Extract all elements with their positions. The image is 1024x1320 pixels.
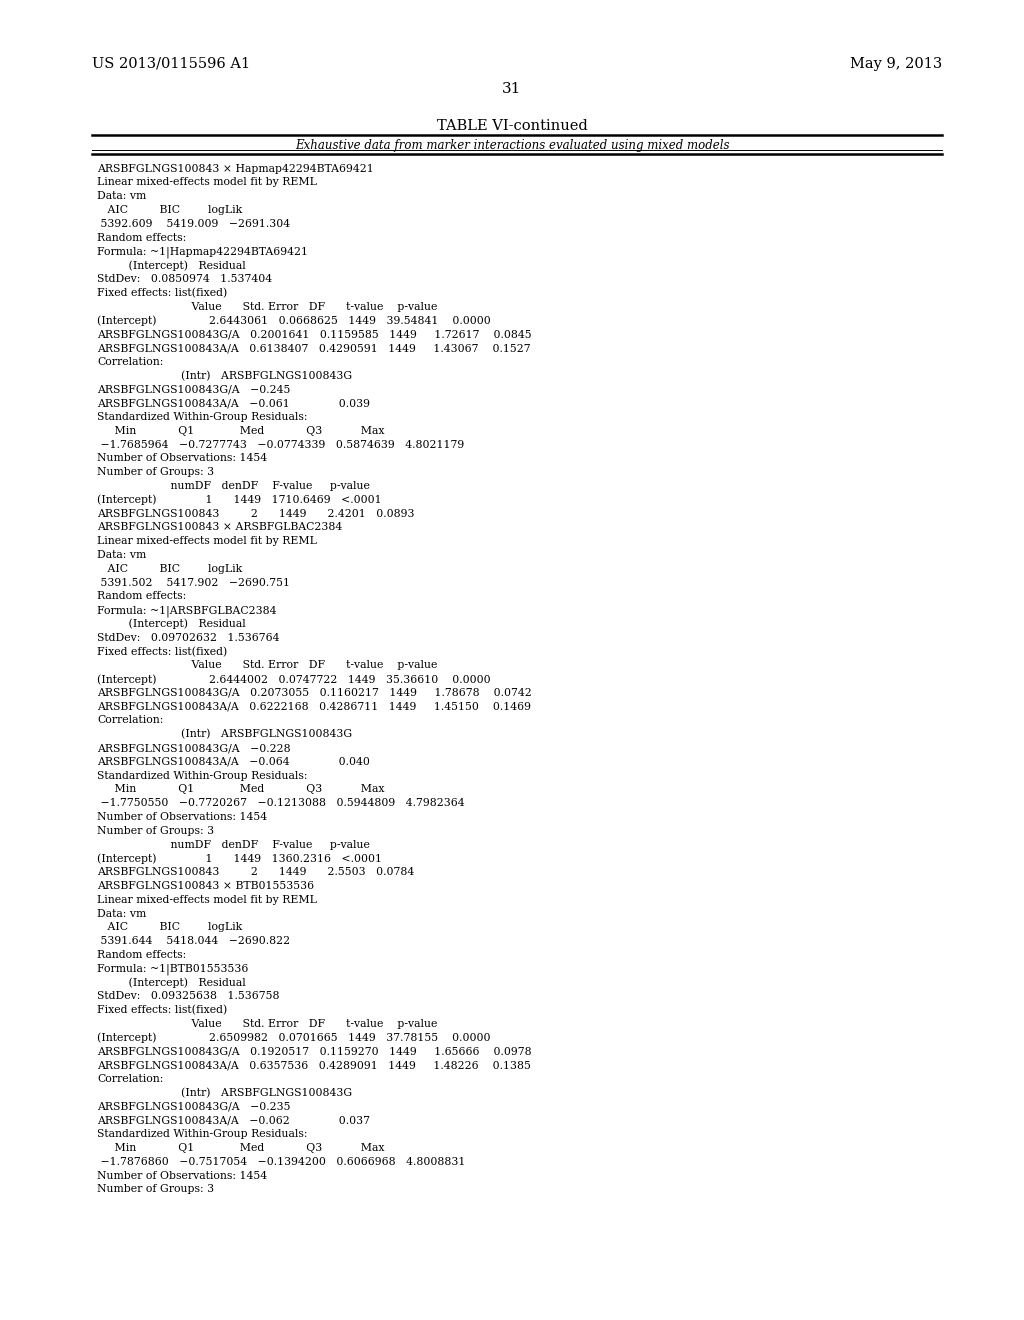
Text: 5391.644    5418.044   −2690.822: 5391.644 5418.044 −2690.822 [97, 936, 291, 946]
Text: ARSBFGLNGS100843A/A   −0.061              0.039: ARSBFGLNGS100843A/A −0.061 0.039 [97, 399, 371, 408]
Text: Min            Q1             Med            Q3           Max: Min Q1 Med Q3 Max [97, 784, 385, 795]
Text: Value      Std. Error   DF      t-value    p-value: Value Std. Error DF t-value p-value [97, 660, 437, 671]
Text: Correlation:: Correlation: [97, 356, 164, 367]
Text: ARSBFGLNGS100843         2      1449      2.5503   0.0784: ARSBFGLNGS100843 2 1449 2.5503 0.0784 [97, 867, 415, 878]
Text: ARSBFGLNGS100843 × BTB01553536: ARSBFGLNGS100843 × BTB01553536 [97, 880, 314, 891]
Text: ARSBFGLNGS100843A/A   −0.064              0.040: ARSBFGLNGS100843A/A −0.064 0.040 [97, 756, 370, 767]
Text: −1.7876860   −0.7517054   −0.1394200   0.6066968   4.8008831: −1.7876860 −0.7517054 −0.1394200 0.60669… [97, 1156, 466, 1167]
Text: ARSBFGLNGS100843G/A   0.2073055   0.1160217   1449     1.78678    0.0742: ARSBFGLNGS100843G/A 0.2073055 0.1160217 … [97, 688, 532, 698]
Text: −1.7750550   −0.7720267   −0.1213088   0.5944809   4.7982364: −1.7750550 −0.7720267 −0.1213088 0.59448… [97, 799, 465, 808]
Text: Linear mixed-effects model fit by REML: Linear mixed-effects model fit by REML [97, 895, 317, 904]
Text: Data: vm: Data: vm [97, 908, 146, 919]
Text: StdDev:   0.09325638   1.536758: StdDev: 0.09325638 1.536758 [97, 991, 280, 1002]
Text: Random effects:: Random effects: [97, 591, 186, 602]
Text: Correlation:: Correlation: [97, 715, 164, 726]
Text: Formula: ~1|Hapmap42294BTA69421: Formula: ~1|Hapmap42294BTA69421 [97, 247, 308, 257]
Text: numDF   denDF    F-value     p-value: numDF denDF F-value p-value [97, 840, 370, 850]
Text: ARSBFGLNGS100843A/A   0.6138407   0.4290591   1449     1.43067    0.1527: ARSBFGLNGS100843A/A 0.6138407 0.4290591 … [97, 343, 530, 352]
Text: (Intercept)               2.6443061   0.0668625   1449   39.54841    0.0000: (Intercept) 2.6443061 0.0668625 1449 39.… [97, 315, 492, 326]
Text: (Intercept)   Residual: (Intercept) Residual [97, 619, 246, 630]
Text: Number of Observations: 1454: Number of Observations: 1454 [97, 453, 267, 463]
Text: Value      Std. Error   DF      t-value    p-value: Value Std. Error DF t-value p-value [97, 1019, 437, 1028]
Text: Min            Q1             Med            Q3           Max: Min Q1 Med Q3 Max [97, 426, 385, 436]
Text: Min            Q1             Med            Q3           Max: Min Q1 Med Q3 Max [97, 1143, 385, 1154]
Text: Number of Observations: 1454: Number of Observations: 1454 [97, 812, 267, 822]
Text: Fixed effects: list(fixed): Fixed effects: list(fixed) [97, 1005, 227, 1015]
Text: −1.7685964   −0.7277743   −0.0774339   0.5874639   4.8021179: −1.7685964 −0.7277743 −0.0774339 0.58746… [97, 440, 465, 450]
Text: StdDev:   0.0850974   1.537404: StdDev: 0.0850974 1.537404 [97, 275, 272, 284]
Text: 31: 31 [503, 82, 521, 96]
Text: ARSBFGLNGS100843G/A   −0.228: ARSBFGLNGS100843G/A −0.228 [97, 743, 291, 752]
Text: ARSBFGLNGS100843 × Hapmap42294BTA69421: ARSBFGLNGS100843 × Hapmap42294BTA69421 [97, 164, 374, 174]
Text: (Intr)   ARSBFGLNGS100843G: (Intr) ARSBFGLNGS100843G [97, 729, 352, 739]
Text: ARSBFGLNGS100843G/A   0.1920517   0.1159270   1449     1.65666    0.0978: ARSBFGLNGS100843G/A 0.1920517 0.1159270 … [97, 1047, 531, 1056]
Text: Number of Groups: 3: Number of Groups: 3 [97, 467, 214, 477]
Text: AIC         BIC        logLik: AIC BIC logLik [97, 564, 243, 574]
Text: StdDev:   0.09702632   1.536764: StdDev: 0.09702632 1.536764 [97, 632, 280, 643]
Text: (Intercept)              1      1449   1360.2316   <.0001: (Intercept) 1 1449 1360.2316 <.0001 [97, 853, 382, 865]
Text: Correlation:: Correlation: [97, 1074, 164, 1084]
Text: Fixed effects: list(fixed): Fixed effects: list(fixed) [97, 288, 227, 298]
Text: AIC         BIC        logLik: AIC BIC logLik [97, 923, 243, 932]
Text: 5392.609    5419.009   −2691.304: 5392.609 5419.009 −2691.304 [97, 219, 291, 228]
Text: Linear mixed-effects model fit by REML: Linear mixed-effects model fit by REML [97, 177, 317, 187]
Text: Standardized Within-Group Residuals:: Standardized Within-Group Residuals: [97, 771, 308, 780]
Text: AIC         BIC        logLik: AIC BIC logLik [97, 205, 243, 215]
Text: ARSBFGLNGS100843G/A   −0.245: ARSBFGLNGS100843G/A −0.245 [97, 384, 291, 395]
Text: Value      Std. Error   DF      t-value    p-value: Value Std. Error DF t-value p-value [97, 302, 437, 312]
Text: Data: vm: Data: vm [97, 550, 146, 560]
Text: US 2013/0115596 A1: US 2013/0115596 A1 [92, 57, 250, 71]
Text: 5391.502    5417.902   −2690.751: 5391.502 5417.902 −2690.751 [97, 578, 290, 587]
Text: Standardized Within-Group Residuals:: Standardized Within-Group Residuals: [97, 1129, 308, 1139]
Text: Standardized Within-Group Residuals:: Standardized Within-Group Residuals: [97, 412, 308, 422]
Text: Random effects:: Random effects: [97, 232, 186, 243]
Text: (Intr)   ARSBFGLNGS100843G: (Intr) ARSBFGLNGS100843G [97, 371, 352, 381]
Text: Linear mixed-effects model fit by REML: Linear mixed-effects model fit by REML [97, 536, 317, 546]
Text: Formula: ~1|ARSBFGLBAC2384: Formula: ~1|ARSBFGLBAC2384 [97, 605, 276, 616]
Text: (Intercept)               2.6509982   0.0701665   1449   37.78155    0.0000: (Intercept) 2.6509982 0.0701665 1449 37.… [97, 1032, 490, 1043]
Text: Number of Groups: 3: Number of Groups: 3 [97, 1184, 214, 1195]
Text: (Intercept)   Residual: (Intercept) Residual [97, 978, 246, 989]
Text: ARSBFGLNGS100843A/A   −0.062              0.037: ARSBFGLNGS100843A/A −0.062 0.037 [97, 1115, 371, 1126]
Text: ARSBFGLNGS100843A/A   0.6357536   0.4289091   1449     1.48226    0.1385: ARSBFGLNGS100843A/A 0.6357536 0.4289091 … [97, 1060, 531, 1071]
Text: ARSBFGLNGS100843         2      1449      2.4201   0.0893: ARSBFGLNGS100843 2 1449 2.4201 0.0893 [97, 508, 415, 519]
Text: Random effects:: Random effects: [97, 950, 186, 960]
Text: TABLE VI-continued: TABLE VI-continued [436, 119, 588, 133]
Text: ARSBFGLNGS100843 × ARSBFGLBAC2384: ARSBFGLNGS100843 × ARSBFGLBAC2384 [97, 523, 343, 532]
Text: Number of Observations: 1454: Number of Observations: 1454 [97, 1171, 267, 1180]
Text: (Intr)   ARSBFGLNGS100843G: (Intr) ARSBFGLNGS100843G [97, 1088, 352, 1098]
Text: numDF   denDF    F-value     p-value: numDF denDF F-value p-value [97, 480, 370, 491]
Text: ARSBFGLNGS100843G/A   0.2001641   0.1159585   1449     1.72617    0.0845: ARSBFGLNGS100843G/A 0.2001641 0.1159585 … [97, 329, 531, 339]
Text: (Intercept)               2.6444002   0.0747722   1449   35.36610    0.0000: (Intercept) 2.6444002 0.0747722 1449 35.… [97, 675, 490, 685]
Text: (Intercept)   Residual: (Intercept) Residual [97, 260, 246, 271]
Text: Fixed effects: list(fixed): Fixed effects: list(fixed) [97, 647, 227, 657]
Text: (Intercept)              1      1449   1710.6469   <.0001: (Intercept) 1 1449 1710.6469 <.0001 [97, 495, 382, 506]
Text: Formula: ~1|BTB01553536: Formula: ~1|BTB01553536 [97, 964, 249, 975]
Text: May 9, 2013: May 9, 2013 [850, 57, 942, 71]
Text: Data: vm: Data: vm [97, 191, 146, 201]
Text: ARSBFGLNGS100843A/A   0.6222168   0.4286711   1449     1.45150    0.1469: ARSBFGLNGS100843A/A 0.6222168 0.4286711 … [97, 702, 531, 711]
Text: ARSBFGLNGS100843G/A   −0.235: ARSBFGLNGS100843G/A −0.235 [97, 1102, 291, 1111]
Text: Exhaustive data from marker interactions evaluated using mixed models: Exhaustive data from marker interactions… [295, 139, 729, 152]
Text: Number of Groups: 3: Number of Groups: 3 [97, 826, 214, 836]
